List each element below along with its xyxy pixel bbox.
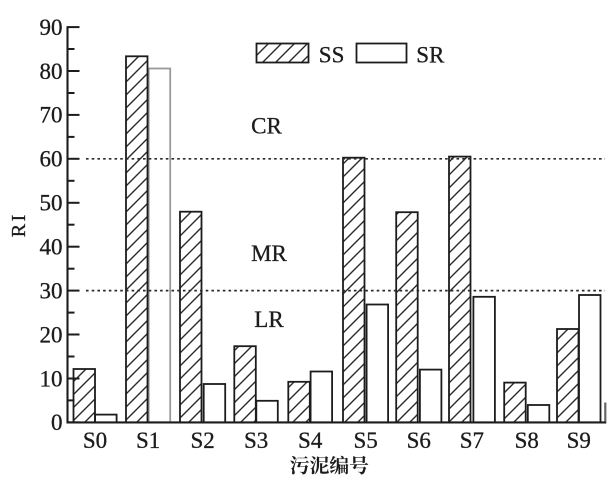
svg-text:S4: S4 — [298, 428, 323, 453]
svg-text:S5: S5 — [353, 428, 377, 453]
svg-text:S0: S0 — [83, 428, 107, 453]
svg-text:SR: SR — [416, 43, 445, 68]
svg-text:30: 30 — [40, 278, 63, 303]
svg-text:LR: LR — [254, 307, 284, 332]
svg-text:S1: S1 — [136, 428, 160, 453]
svg-text:S8: S8 — [515, 428, 539, 453]
svg-text:S2: S2 — [190, 428, 214, 453]
svg-text:0: 0 — [51, 410, 63, 435]
svg-text:RI: RI — [8, 212, 30, 237]
svg-text:70: 70 — [40, 103, 63, 128]
svg-text:S7: S7 — [460, 428, 484, 453]
svg-text:60: 60 — [40, 147, 63, 172]
svg-text:50: 50 — [40, 191, 63, 216]
svg-text:CR: CR — [251, 113, 282, 138]
svg-text:MR: MR — [251, 241, 287, 266]
svg-text:20: 20 — [40, 322, 63, 347]
svg-text:40: 40 — [40, 235, 63, 260]
svg-text:90: 90 — [40, 15, 63, 40]
svg-text:S6: S6 — [407, 428, 431, 453]
svg-text:10: 10 — [40, 366, 63, 391]
svg-text:S9: S9 — [567, 428, 591, 453]
svg-text:S3: S3 — [244, 428, 268, 453]
svg-text:80: 80 — [40, 59, 63, 84]
svg-text:SS: SS — [319, 43, 345, 68]
